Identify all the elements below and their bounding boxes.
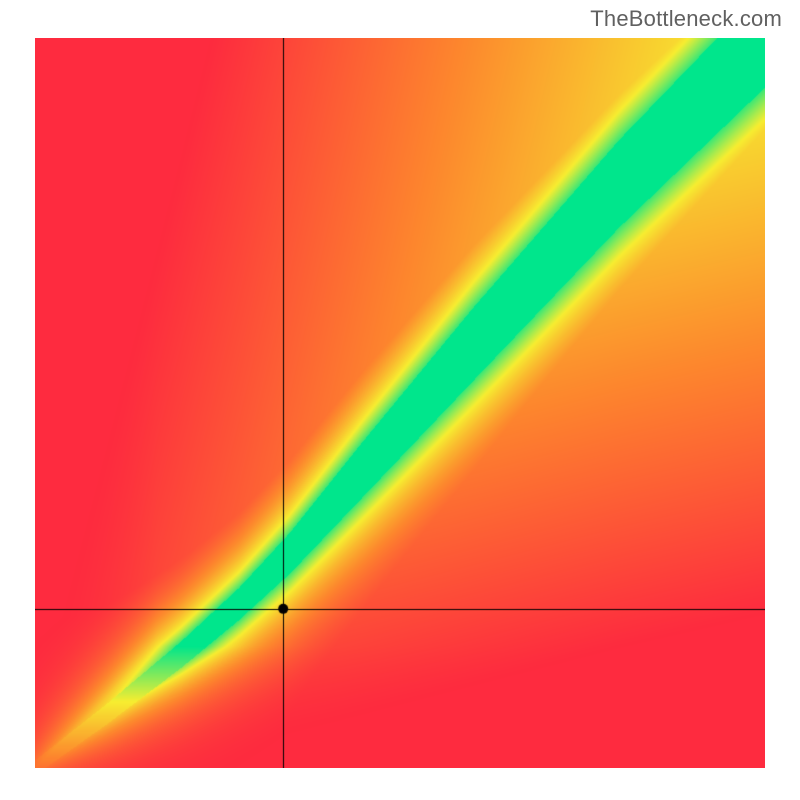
bottleneck-heatmap bbox=[35, 38, 765, 768]
figure-container: TheBottleneck.com bbox=[0, 0, 800, 800]
watermark-text: TheBottleneck.com bbox=[590, 6, 782, 32]
heatmap-canvas bbox=[35, 38, 765, 768]
